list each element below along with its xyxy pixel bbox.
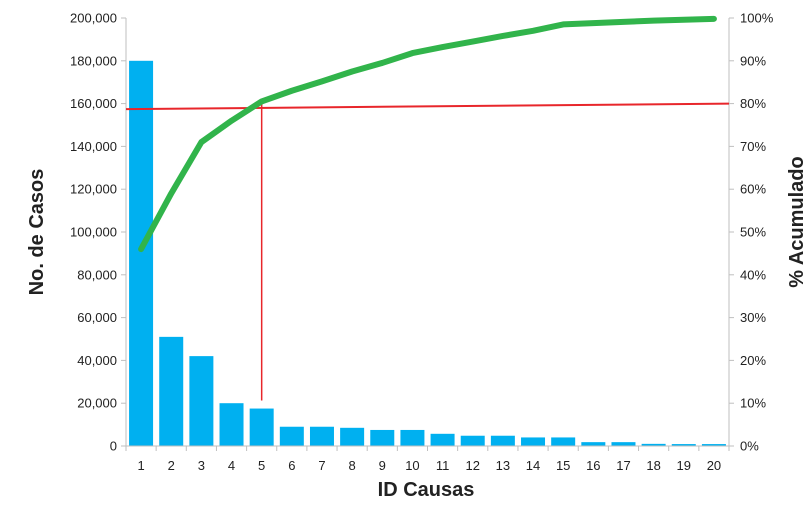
x-tick-label: 5 bbox=[258, 458, 265, 473]
bar-7 bbox=[309, 426, 334, 446]
x-tick-label: 2 bbox=[168, 458, 175, 473]
y2-tick-label: 100% bbox=[740, 11, 774, 26]
bar-2 bbox=[159, 336, 184, 446]
bar-3 bbox=[189, 356, 214, 446]
bar-12 bbox=[460, 435, 485, 446]
x-tick-label: 17 bbox=[616, 458, 630, 473]
y2-tick-label: 60% bbox=[740, 182, 766, 197]
y2-tick-label: 20% bbox=[740, 353, 766, 368]
bar-14 bbox=[521, 437, 546, 446]
x-tick-label: 12 bbox=[465, 458, 479, 473]
bar-19 bbox=[671, 444, 696, 446]
x-tick-label: 6 bbox=[288, 458, 295, 473]
bar-16 bbox=[581, 442, 606, 446]
x-tick-label: 7 bbox=[318, 458, 325, 473]
y-tick-label: 200,000 bbox=[70, 11, 117, 26]
y2-tick-label: 10% bbox=[740, 396, 766, 411]
bar-20 bbox=[701, 444, 726, 446]
bar-18 bbox=[641, 443, 666, 446]
y-tick-label: 100,000 bbox=[70, 225, 117, 240]
bar-8 bbox=[340, 427, 365, 446]
bar-10 bbox=[400, 429, 425, 446]
x-tick-label: 4 bbox=[228, 458, 235, 473]
y-tick-label: 140,000 bbox=[70, 139, 117, 154]
bar-4 bbox=[219, 403, 244, 446]
bar-11 bbox=[430, 433, 455, 446]
bar-1 bbox=[129, 60, 154, 447]
axes bbox=[121, 17, 734, 451]
bar-13 bbox=[490, 435, 515, 446]
bar-5 bbox=[249, 408, 274, 446]
y-tick-label: 60,000 bbox=[77, 310, 117, 325]
x-tick-label: 10 bbox=[405, 458, 419, 473]
x-tick-label: 1 bbox=[137, 458, 144, 473]
x-tick-label: 11 bbox=[436, 458, 450, 473]
bar-17 bbox=[611, 442, 636, 446]
y-tick-label: 180,000 bbox=[70, 53, 117, 68]
x-tick-label: 16 bbox=[586, 458, 600, 473]
y-tick-label: 40,000 bbox=[77, 353, 117, 368]
y-axis-title: No. de Casos bbox=[26, 169, 48, 296]
bar-6 bbox=[279, 426, 304, 446]
y2-tick-label: 50% bbox=[740, 225, 766, 240]
reference-lines bbox=[125, 102, 730, 401]
tick-labels: 0 20,000 40,000 60,000 80,000 100,000 120,000 1… bbox=[70, 11, 774, 474]
y-tick-label: 160,000 bbox=[70, 96, 117, 111]
y-tick-label: 80,000 bbox=[77, 267, 117, 282]
x-tick-label: 13 bbox=[496, 458, 510, 473]
bar-9 bbox=[370, 429, 395, 446]
x-tick-label: 19 bbox=[677, 458, 691, 473]
y2-axis-title: % Acumulado bbox=[786, 156, 808, 288]
y-tick-label: 120,000 bbox=[70, 182, 117, 197]
cumulative-line bbox=[138, 15, 717, 253]
bar-series bbox=[129, 60, 726, 447]
x-axis-title: ID Causas bbox=[378, 479, 475, 501]
y-tick-label: 20,000 bbox=[77, 396, 117, 411]
x-tick-label: 9 bbox=[379, 458, 386, 473]
y2-tick-label: 90% bbox=[740, 53, 766, 68]
y-tick-label: 0 bbox=[110, 439, 117, 454]
x-tick-label: 15 bbox=[556, 458, 570, 473]
y2-tick-label: 0% bbox=[740, 439, 759, 454]
x-tick-label: 14 bbox=[526, 458, 540, 473]
x-tick-label: 3 bbox=[198, 458, 205, 473]
bar-15 bbox=[551, 437, 576, 446]
x-tick-label: 20 bbox=[707, 458, 721, 473]
y2-tick-label: 70% bbox=[740, 139, 766, 154]
y2-tick-label: 30% bbox=[740, 310, 766, 325]
x-tick-label: 8 bbox=[349, 458, 356, 473]
cumulative-line-series bbox=[138, 15, 717, 253]
threshold-80-line bbox=[125, 102, 730, 111]
y2-tick-label: 80% bbox=[740, 96, 766, 111]
x-tick-label: 18 bbox=[646, 458, 660, 473]
y2-tick-label: 40% bbox=[740, 267, 766, 282]
